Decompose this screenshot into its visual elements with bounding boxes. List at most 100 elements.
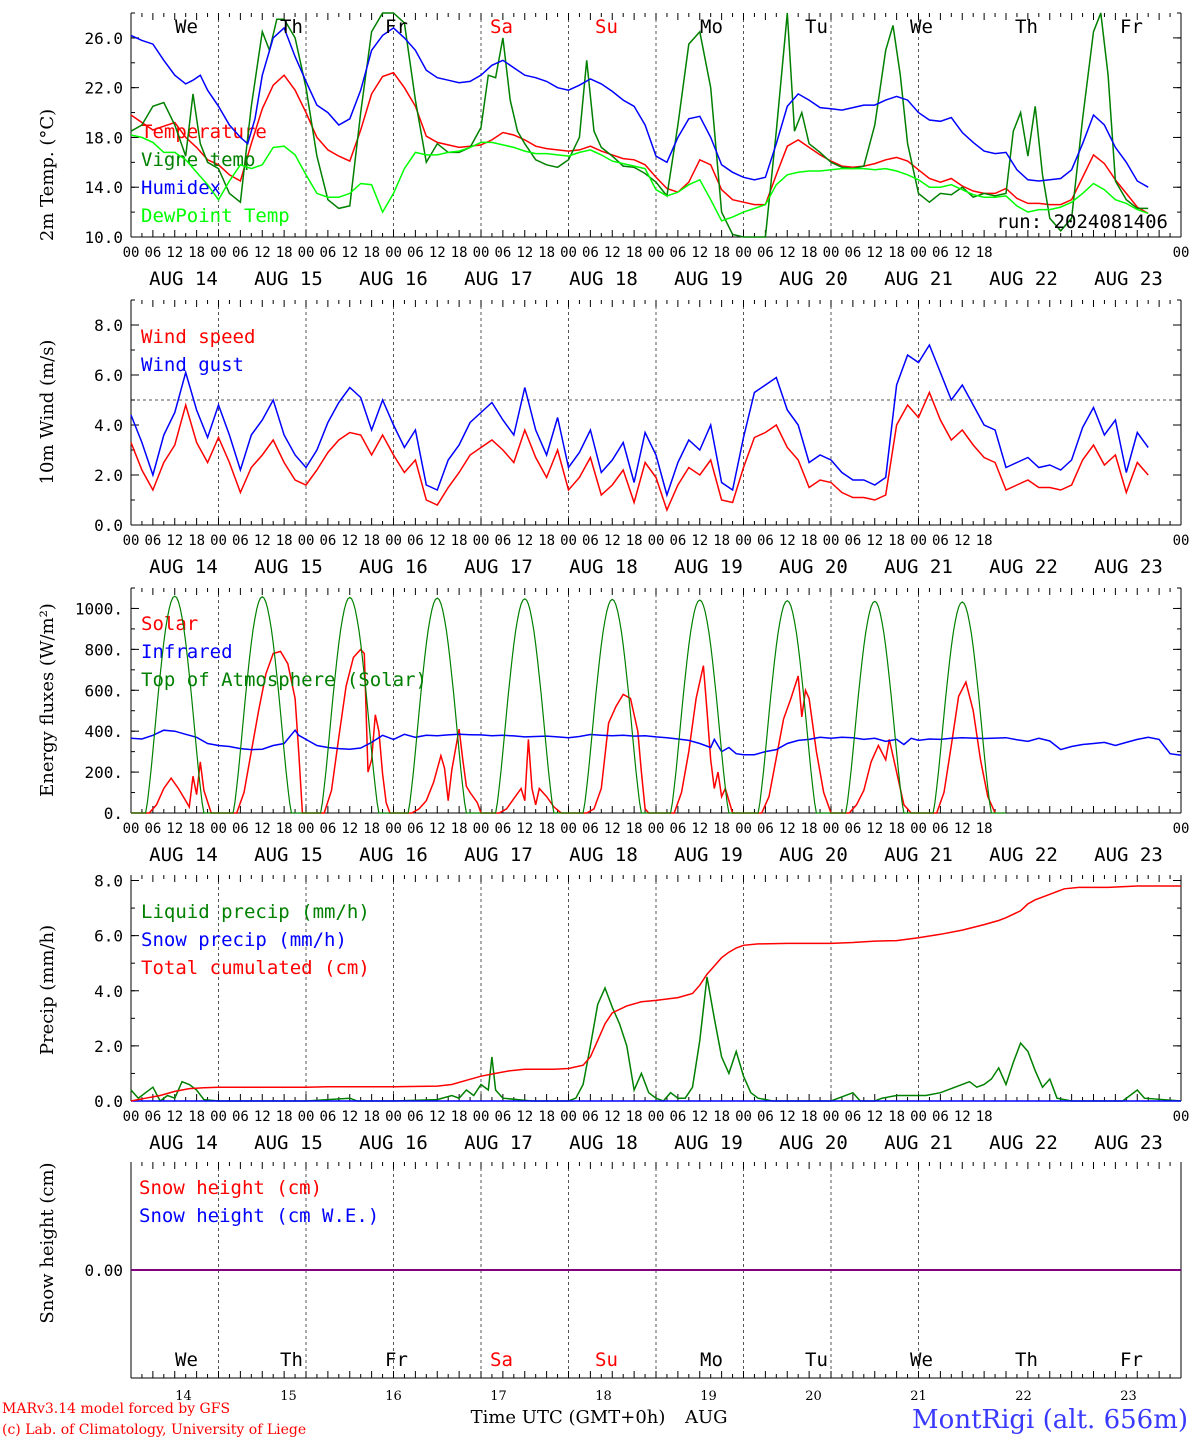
y-axis-title: Snow height (cm) xyxy=(37,1162,58,1323)
hour-tick-label: 18 xyxy=(538,821,555,837)
hour-tick-label: 06 xyxy=(144,245,161,261)
hour-tick-label: 06 xyxy=(494,1109,511,1125)
hour-tick-label: 18 xyxy=(888,533,905,549)
hour-tick-label: 18 xyxy=(626,245,643,261)
hour-tick-label: 06 xyxy=(407,533,424,549)
hour-tick-label: 00 xyxy=(823,1109,840,1125)
date-label: AUG 17 xyxy=(464,556,533,578)
day-number: 14 xyxy=(175,1389,192,1404)
hour-tick-label: 12 xyxy=(166,1109,183,1125)
hour-tick-label: 00 xyxy=(298,1109,315,1125)
hour-tick-label: 06 xyxy=(582,821,599,837)
hour-tick-label: 00 xyxy=(560,1109,577,1125)
date-label: AUG 14 xyxy=(149,268,218,290)
date-label: AUG 15 xyxy=(254,268,323,290)
date-label: AUG 21 xyxy=(884,1132,953,1154)
station-title: MontRigi (alt. 656m) xyxy=(912,1405,1188,1435)
hour-tick-label: 06 xyxy=(932,245,949,261)
hour-tick-label: 00 xyxy=(910,533,927,549)
hour-tick-label: 12 xyxy=(254,1109,271,1125)
hour-tick-label: 12 xyxy=(866,533,883,549)
hour-tick-label: 06 xyxy=(932,533,949,549)
hour-tick-label: 00 xyxy=(823,245,840,261)
footer: MARv3.14 model forced by GFS (c) Lab. of… xyxy=(2,1401,1188,1438)
legend-entry: Vigne temp xyxy=(141,149,255,171)
hour-tick-label: 12 xyxy=(954,821,971,837)
hour-tick-label: 12 xyxy=(779,821,796,837)
y-axis-title: Precip (mm/h) xyxy=(37,925,58,1055)
date-label: AUG 22 xyxy=(989,556,1058,578)
y-tick-label: 8.0 xyxy=(94,872,123,891)
y-tick-label: 14.0 xyxy=(84,178,123,197)
hour-tick-label: 18 xyxy=(451,1109,468,1125)
hour-tick-label: 06 xyxy=(932,821,949,837)
day-number: 19 xyxy=(700,1389,717,1404)
hour-tick-label: 00 xyxy=(210,1109,227,1125)
series-line-vigne-temp xyxy=(130,12,1149,238)
legend-entry: Temperature xyxy=(141,121,267,143)
date-label: AUG 14 xyxy=(149,556,218,578)
hour-tick-label: 18 xyxy=(188,245,205,261)
date-label: AUG 23 xyxy=(1094,1132,1163,1154)
series-line-toa-solar xyxy=(131,595,1006,814)
hour-tick-label: 00 xyxy=(560,245,577,261)
y-tick-label: 2.0 xyxy=(94,466,123,485)
y-tick-label: 0.0 xyxy=(94,1092,123,1111)
hour-tick-label: 06 xyxy=(932,1109,949,1125)
hour-tick-label: 00 xyxy=(823,533,840,549)
hour-tick-label: 06 xyxy=(494,533,511,549)
date-label: AUG 23 xyxy=(1094,268,1163,290)
day-name: Fr xyxy=(385,1349,408,1371)
hour-tick-label: 00 xyxy=(560,821,577,837)
day-number: 20 xyxy=(805,1389,822,1404)
hour-tick-label: 18 xyxy=(713,533,730,549)
hour-tick-label: 06 xyxy=(407,1109,424,1125)
hour-tick-label: 12 xyxy=(691,245,708,261)
y-tick-label: 2.0 xyxy=(94,1037,123,1056)
hour-tick-label: 12 xyxy=(604,821,621,837)
legend-entry: Snow precip (mm/h) xyxy=(141,929,347,951)
hour-tick-label: 00 xyxy=(385,821,402,837)
y-tick-label: 8.0 xyxy=(94,316,123,335)
date-label: AUG 18 xyxy=(569,556,638,578)
y-tick-label: 600. xyxy=(84,681,123,700)
hour-tick-label: 18 xyxy=(363,245,380,261)
hour-tick-label: 00 xyxy=(910,821,927,837)
hour-tick-label: 06 xyxy=(407,245,424,261)
series-line-solar xyxy=(131,648,996,814)
panel-5: 0.00 Snow height (cm) Snow height (cm) Snow… xyxy=(37,1162,1182,1404)
hour-tick-label: 12 xyxy=(779,1109,796,1125)
day-number: 16 xyxy=(385,1389,402,1404)
hour-tick-label: 06 xyxy=(494,821,511,837)
hour-tick-label: 06 xyxy=(757,533,774,549)
series-line-wind-speed xyxy=(130,390,1149,513)
hour-tick-label: 00 xyxy=(385,1109,402,1125)
series-line-temperature xyxy=(130,71,1149,215)
legend-entry: Snow height (cm) xyxy=(139,1177,322,1199)
day-name: Th xyxy=(280,1349,303,1371)
hour-tick-label: 12 xyxy=(691,821,708,837)
hour-tick-label: 12 xyxy=(604,245,621,261)
meteogram-panels: 10.014.018.022.026.02m Temp. (°C)00 06 12 1… xyxy=(37,12,1189,1404)
hour-tick-label: 18 xyxy=(188,533,205,549)
date-label: AUG 20 xyxy=(779,1132,848,1154)
hour-tick-label: 18 xyxy=(976,245,993,261)
hour-tick-label: 06 xyxy=(844,533,861,549)
hour-tick-label: 06 xyxy=(144,821,161,837)
hour-tick-label: 06 xyxy=(319,821,336,837)
hour-tick-label: 12 xyxy=(604,1109,621,1125)
y-tick-label: 200. xyxy=(84,763,123,782)
hour-tick-label: 18 xyxy=(276,533,293,549)
hour-tick-label: 12 xyxy=(341,1109,358,1125)
hour-tick-label: 18 xyxy=(188,821,205,837)
day-name: Su xyxy=(595,16,618,38)
y-axis-title: 2m Temp. (°C) xyxy=(37,109,58,241)
hour-tick-label: 12 xyxy=(516,533,533,549)
hour-tick-label: 18 xyxy=(888,821,905,837)
y-axis-title: 10m Wind (m/s) xyxy=(37,340,58,485)
hour-tick-label: 12 xyxy=(429,245,446,261)
hour-tick-label: 06 xyxy=(669,821,686,837)
hour-tick-label: 00 xyxy=(473,245,490,261)
hour-tick-label: 12 xyxy=(254,821,271,837)
